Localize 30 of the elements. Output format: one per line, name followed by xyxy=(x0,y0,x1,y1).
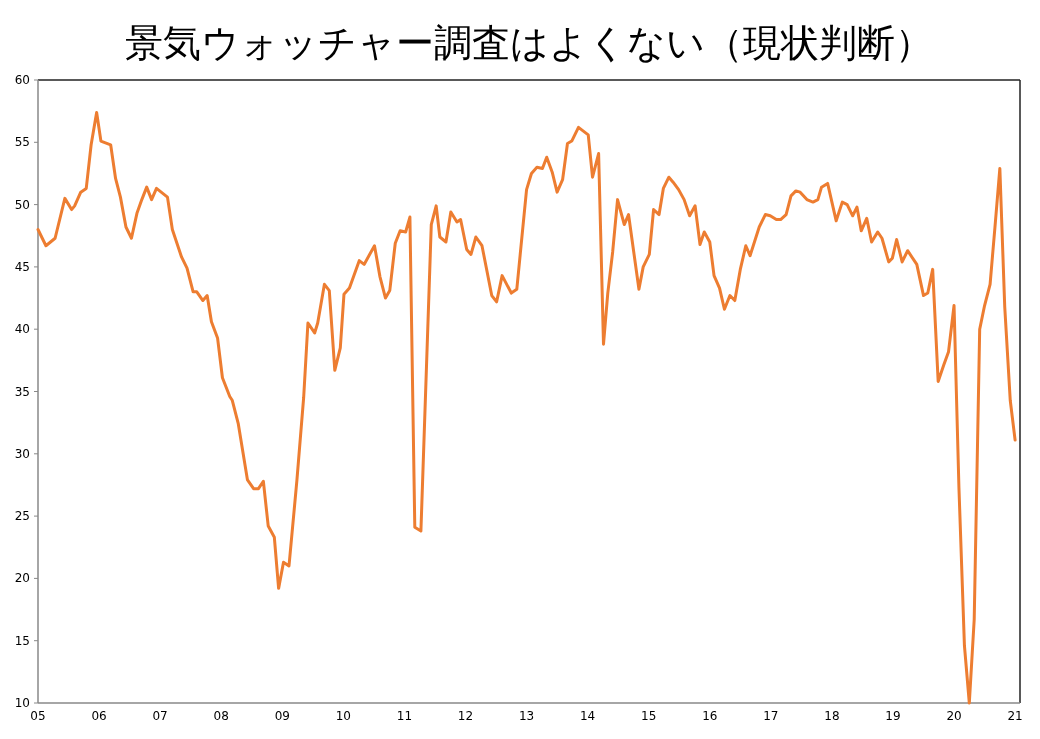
y-tick-label: 40 xyxy=(14,322,30,337)
y-tick-label: 20 xyxy=(14,571,30,586)
y-tick-label: 15 xyxy=(14,633,30,648)
x-tick-label: 20 xyxy=(946,709,962,723)
y-tick-label: 25 xyxy=(14,509,30,524)
y-tick-label: 30 xyxy=(14,446,30,461)
x-tick-label: 18 xyxy=(824,709,840,723)
y-tick-label: 35 xyxy=(14,384,30,399)
x-tick-label: 16 xyxy=(702,709,718,723)
x-tick-label: 17 xyxy=(763,709,779,723)
y-tick-label: 45 xyxy=(14,259,30,274)
x-tick-label: 13 xyxy=(518,709,535,723)
y-tick-label: 10 xyxy=(14,696,30,710)
y-tick-label: 60 xyxy=(14,73,30,87)
x-tick-label: 09 xyxy=(274,709,290,723)
y-tick-label: 55 xyxy=(14,135,30,150)
x-tick-label: 05 xyxy=(30,709,46,723)
x-tick-label: 12 xyxy=(457,709,474,723)
x-tick-label: 19 xyxy=(885,709,901,723)
x-tick-label: 11 xyxy=(396,709,413,723)
chart-title: 景気ウォッチャー調査はよくない（現状判断） xyxy=(125,22,933,64)
x-tick-label: 07 xyxy=(152,709,168,723)
line-series xyxy=(36,110,1017,705)
y-tick-label: 50 xyxy=(14,197,30,212)
x-tick-label: 06 xyxy=(91,709,107,723)
x-tick-label: 08 xyxy=(213,709,229,723)
x-tick-label: 21 xyxy=(1007,709,1023,723)
x-tick-label: 10 xyxy=(335,709,351,723)
x-tick-label: 15 xyxy=(641,709,657,723)
x-tick-label: 14 xyxy=(579,709,596,723)
